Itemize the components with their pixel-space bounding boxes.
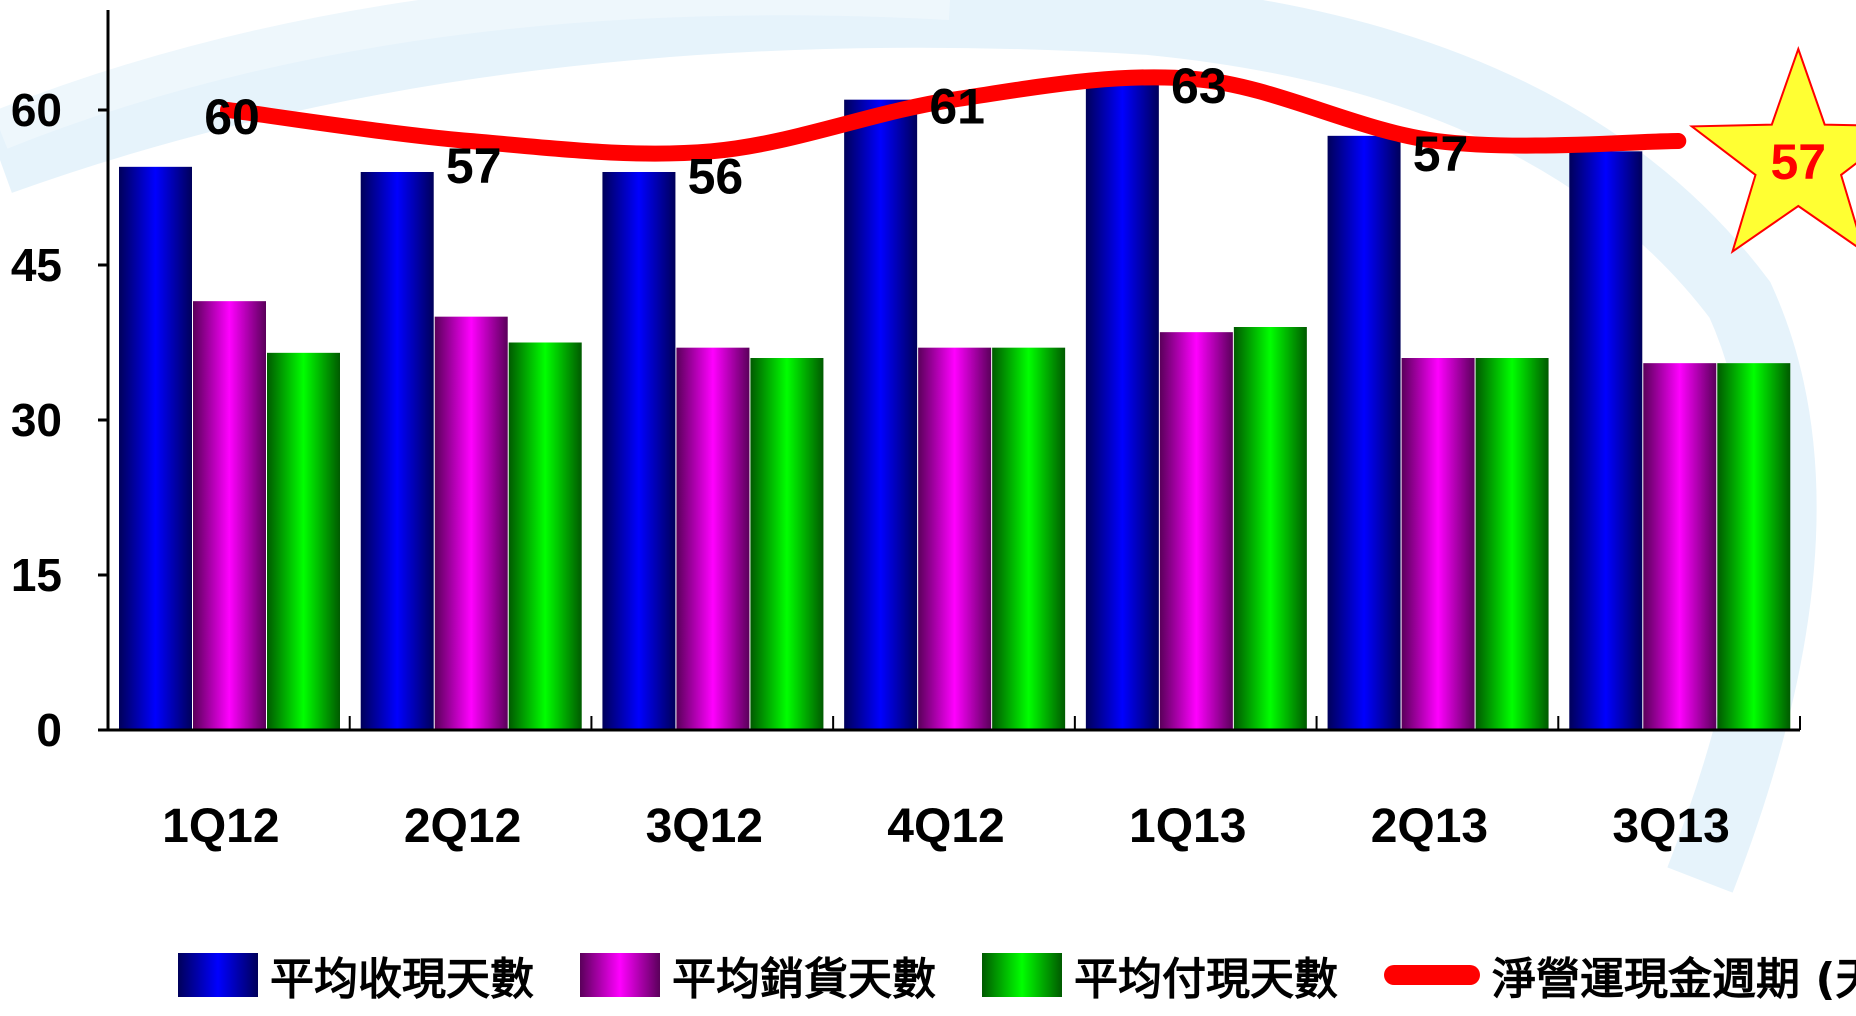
x-tick-label: 1Q12: [162, 800, 279, 853]
y-tick-label: 30: [11, 394, 62, 446]
line-data-label: 57: [1770, 134, 1826, 190]
x-tick-label: 3Q13: [1612, 800, 1729, 853]
bar-inventory-days: [1643, 363, 1717, 730]
bar-receivable-days: [844, 99, 918, 730]
y-tick-label: 15: [11, 549, 62, 601]
x-tick-label: 1Q13: [1129, 800, 1246, 853]
line-cash-cycle: [220, 69, 1687, 162]
line-data-label: 61: [929, 79, 985, 135]
line-data-label: 63: [1171, 58, 1227, 114]
highlight-star: [1688, 45, 1856, 255]
bar-inventory-days: [918, 347, 992, 730]
legend-item-inventory-days: 平均銷貨天數: [580, 943, 936, 1007]
legend-label: 平均銷貨天數: [672, 954, 936, 1005]
legend-swatch-green: [982, 953, 1062, 997]
legend-label: 淨營運現金週期 (天數): [1492, 954, 1856, 1005]
legend-item-cash-cycle: 淨營運現金週期 (天數): [1384, 943, 1856, 1007]
bar-receivable-days: [119, 166, 192, 731]
legend-item-payable-days: 平均付現天數: [982, 943, 1338, 1007]
y-tick-label: 0: [36, 704, 62, 756]
bar-payable-days: [508, 342, 582, 730]
bar-payable-days: [992, 347, 1066, 730]
line-data-label: 60: [204, 89, 260, 145]
bar-payable-days: [267, 352, 340, 730]
line-data-label: 57: [1413, 126, 1469, 182]
x-tick-label: 2Q12: [404, 800, 521, 853]
bar-receivable-days: [602, 172, 676, 730]
bar-receivable-days: [360, 172, 434, 730]
bar-payable-days: [1233, 327, 1307, 730]
line-data-label: 56: [688, 148, 744, 204]
bar-receivable-days: [1327, 135, 1401, 731]
legend-label: 平均收現天數: [270, 954, 534, 1005]
bar-inventory-days: [1159, 332, 1233, 730]
y-tick-label: 45: [11, 239, 62, 291]
bar-receivable-days: [1569, 151, 1643, 731]
bar-payable-days: [1475, 358, 1549, 730]
bar-inventory-days: [434, 316, 508, 730]
x-tick-label: 4Q12: [887, 800, 1004, 853]
line-data-label: 57: [446, 138, 502, 194]
legend-label: 平均付現天數: [1074, 954, 1338, 1005]
legend-swatch-red-line: [1384, 965, 1480, 985]
x-tick-label: 2Q13: [1371, 800, 1488, 853]
legend: 平均收現天數 平均銷貨天數 平均付現天數 淨營運現金週期 (天數): [178, 945, 1856, 1005]
bar-receivable-days: [1085, 79, 1159, 730]
bar-inventory-days: [676, 347, 750, 730]
bar-inventory-days: [193, 301, 266, 730]
legend-swatch-blue: [178, 953, 258, 997]
bar-payable-days: [1717, 363, 1791, 730]
legend-swatch-magenta: [580, 953, 660, 997]
bar-payable-days: [750, 358, 824, 730]
legend-item-receivable-days: 平均收現天數: [178, 943, 534, 1007]
bar-inventory-days: [1401, 358, 1475, 730]
y-tick-label: 60: [11, 84, 62, 136]
x-tick-label: 3Q12: [646, 800, 763, 853]
